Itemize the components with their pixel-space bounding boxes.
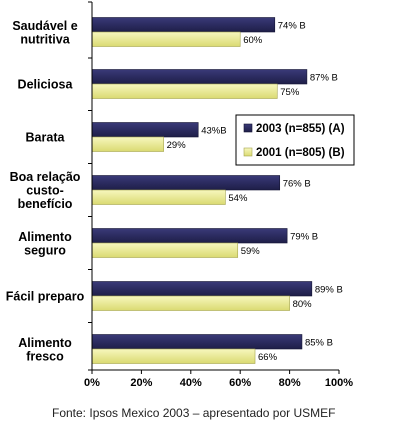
category-label: Alimento seguro bbox=[18, 230, 72, 258]
legend-label: 2001 (n=805) (B) bbox=[256, 147, 345, 159]
data-label: 66% bbox=[258, 352, 278, 363]
bar-2003 bbox=[91, 281, 313, 297]
category-label: Deliciosa bbox=[18, 78, 74, 92]
x-tick-label: 100% bbox=[325, 377, 353, 389]
data-label: 54% bbox=[228, 193, 248, 204]
legend-swatch bbox=[243, 147, 253, 157]
data-label: 85% B bbox=[305, 337, 333, 348]
bar-2003 bbox=[91, 69, 308, 85]
data-label: 76% B bbox=[283, 178, 311, 189]
x-tick-label: 40% bbox=[180, 377, 202, 389]
source-caption: Fonte: Ipsos Mexico 2003 – apresentado p… bbox=[52, 406, 335, 420]
x-tick-label: 0% bbox=[84, 377, 100, 389]
x-tick-label: 60% bbox=[229, 377, 251, 389]
legend-box bbox=[235, 114, 355, 166]
x-tick-label: 20% bbox=[130, 377, 152, 389]
bar-2003 bbox=[91, 175, 281, 191]
data-label: 29% bbox=[167, 140, 187, 151]
bar-2001 bbox=[91, 136, 164, 152]
bar-2001 bbox=[91, 83, 278, 99]
category-label: Barata bbox=[26, 131, 66, 145]
category-label: Saudável e nutritiva bbox=[12, 19, 77, 47]
data-label: 60% bbox=[243, 35, 263, 46]
data-label: 80% bbox=[293, 299, 313, 310]
category-label: Fácil preparo bbox=[6, 290, 85, 304]
data-label: 74% B bbox=[278, 20, 306, 31]
bar-2001 bbox=[91, 295, 290, 311]
legend: 2003 (n=855) (A) 2001 (n=805) (B) bbox=[235, 114, 355, 166]
bar-2003 bbox=[91, 228, 288, 244]
data-label: 89% B bbox=[315, 284, 343, 295]
category-label: Alimento fresco bbox=[18, 336, 72, 364]
data-label: 43%B bbox=[201, 125, 226, 136]
x-tick-label: 80% bbox=[279, 377, 301, 389]
legend-label: 2003 (n=855) (A) bbox=[256, 123, 345, 135]
bar-2001 bbox=[91, 31, 241, 47]
bar-2001 bbox=[91, 242, 239, 258]
legend-swatch bbox=[243, 123, 253, 133]
data-label: 59% bbox=[241, 246, 261, 257]
bar-2003 bbox=[91, 122, 199, 138]
bar-2003 bbox=[91, 17, 276, 33]
bar-2003 bbox=[91, 334, 303, 350]
data-label: 79% B bbox=[290, 231, 318, 242]
data-label: 75% bbox=[280, 87, 300, 98]
bar-2001 bbox=[91, 348, 256, 364]
data-label: 87% B bbox=[310, 72, 338, 83]
category-label: Boa relação custo-benefício bbox=[10, 170, 81, 211]
bar-2001 bbox=[91, 189, 226, 205]
